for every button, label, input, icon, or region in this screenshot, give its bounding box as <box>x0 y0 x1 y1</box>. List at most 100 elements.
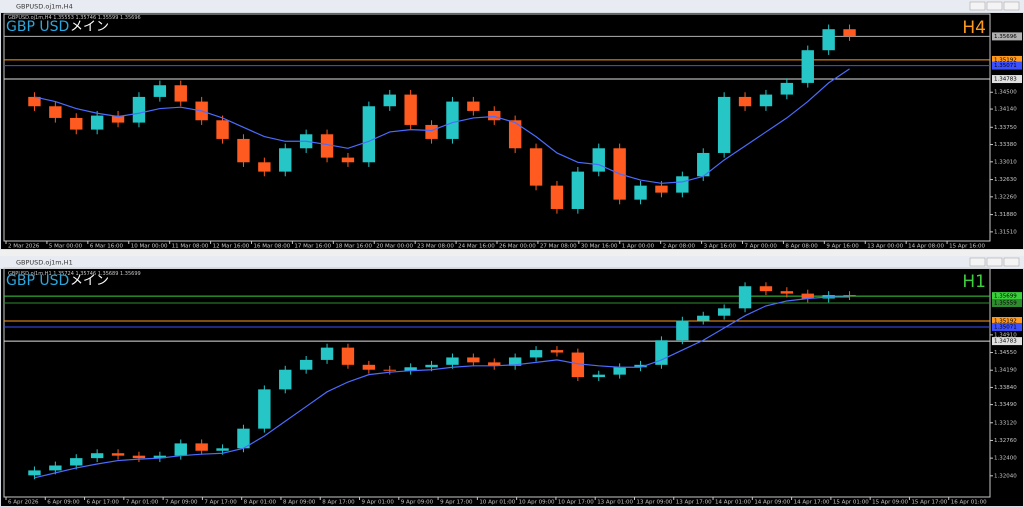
candle-body <box>571 352 585 378</box>
x-tick-label: 13 Apr 09:00 <box>636 500 672 506</box>
title-bar <box>0 256 1024 268</box>
x-tick-label: 26 Mar 00:00 <box>499 244 536 250</box>
x-tick-label: 6 Apr 2026 <box>8 500 39 506</box>
candle-body <box>28 470 41 476</box>
price-level-label: 1.35192 <box>994 57 1017 63</box>
candle-body <box>216 120 229 139</box>
candle-body <box>780 82 794 95</box>
y-tick-label: 1.32400 <box>994 456 1017 462</box>
window-button[interactable] <box>969 257 986 267</box>
window-button[interactable] <box>1003 257 1020 267</box>
candle-body <box>634 185 647 200</box>
y-tick-label: 1.33010 <box>994 159 1017 165</box>
candle-body <box>299 359 313 370</box>
y-tick-label: 1.33490 <box>994 402 1017 408</box>
x-tick-label: 10 Apr 09:00 <box>519 500 555 506</box>
x-tick-label: 16 Apr 01:00 <box>951 500 987 506</box>
candle-body <box>383 94 396 107</box>
x-tick-label: 6 Apr 09:00 <box>47 500 80 506</box>
candle-body <box>508 120 522 149</box>
candle-body <box>153 85 167 97</box>
candle-body <box>425 364 438 368</box>
ohlc-info: GBPUSD.oj1m,H1 1.35724 1.35746 1.35689 1… <box>8 271 141 277</box>
candle-body <box>529 350 543 358</box>
candle-body <box>467 101 480 111</box>
candle-body <box>780 291 794 294</box>
x-tick-label: 20 Mar 00:00 <box>376 244 413 250</box>
window-button[interactable] <box>969 1 986 11</box>
y-tick-label: 1.33750 <box>994 125 1017 131</box>
window-title: GBPUSD.oj1m,H4 <box>16 3 73 11</box>
x-tick-label: 18 Mar 16:00 <box>335 244 372 250</box>
x-tick-label: 14 Apr 01:00 <box>715 500 751 506</box>
candle-body <box>550 185 564 209</box>
candle-body <box>822 29 835 51</box>
candle-body <box>111 115 125 123</box>
candle-body <box>801 293 814 299</box>
price-level-box <box>992 75 1022 84</box>
price-level-label: 1.35071 <box>994 63 1017 69</box>
candle-body <box>362 364 376 370</box>
candle-body <box>655 185 668 193</box>
x-tick-label: 10 Mar 00:00 <box>131 244 168 250</box>
candle-body <box>446 357 459 365</box>
candle-body <box>717 96 731 153</box>
x-tick-label: 9 Apr 01:00 <box>362 500 395 506</box>
candle-body <box>174 443 187 456</box>
candle-body <box>571 171 585 209</box>
candle-body <box>759 94 773 107</box>
symbol-label: GBP USD <box>6 19 69 35</box>
sub-label: メイン <box>70 274 109 289</box>
x-tick-label: 7 Apr 09:00 <box>165 500 198 506</box>
symbol-label: GBP USD <box>6 273 69 289</box>
x-tick-label: 7 Apr 00:00 <box>745 244 778 250</box>
candle-body <box>676 176 689 193</box>
title-bar <box>0 0 1024 12</box>
price-level-box <box>992 337 1022 346</box>
x-tick-label: 13 Apr 00:00 <box>867 244 903 250</box>
x-tick-label: 2 Apr 08:00 <box>663 244 696 250</box>
price-level-label: 1.35699 <box>994 294 1017 300</box>
window-button[interactable] <box>986 1 1003 11</box>
x-tick-label: 7 Apr 01:00 <box>126 500 159 506</box>
x-tick-label: 14 Apr 09:00 <box>754 500 790 506</box>
candle-body <box>759 286 773 292</box>
candle-body <box>90 115 104 130</box>
candle-body <box>341 347 355 365</box>
x-tick-label: 13 Apr 01:00 <box>597 500 633 506</box>
x-tick-label: 8 Apr 08:00 <box>785 244 818 250</box>
x-tick-label: 11 Mar 08:00 <box>172 244 209 250</box>
x-tick-label: 14 Apr 17:00 <box>794 500 830 506</box>
candle-body <box>404 94 417 125</box>
price-level-box <box>992 322 1022 331</box>
window-button[interactable] <box>986 257 1003 267</box>
window-button[interactable] <box>1003 1 1020 11</box>
x-tick-label: 6 Apr 17:00 <box>87 500 120 506</box>
candle-body <box>237 428 250 449</box>
y-tick-label: 1.33120 <box>994 420 1017 426</box>
candle-body <box>843 295 856 297</box>
x-tick-label: 1 Apr 00:00 <box>622 244 655 250</box>
price-level-box <box>992 317 1022 326</box>
x-tick-label: 8 Apr 01:00 <box>244 500 277 506</box>
price-level-box <box>992 32 1022 41</box>
candle-body <box>634 364 647 368</box>
candle-body <box>320 347 334 360</box>
price-level-label: 1.34783 <box>994 77 1017 83</box>
x-tick-label: 15 Apr 17:00 <box>911 500 947 506</box>
x-tick-label: 9 Apr 16:00 <box>826 244 859 250</box>
x-tick-label: 15 Apr 09:00 <box>872 500 908 506</box>
x-tick-label: 10 Apr 17:00 <box>558 500 594 506</box>
candle-body <box>111 453 125 456</box>
candle-body <box>697 152 710 177</box>
timeframe-label: H1 <box>962 272 986 292</box>
candle-body <box>258 162 271 172</box>
candle-body <box>279 148 292 172</box>
x-tick-label: 15 Apr 16:00 <box>949 244 985 250</box>
candle-body <box>404 367 417 371</box>
y-tick-label: 1.34500 <box>994 90 1017 96</box>
sub-label: メイン <box>70 20 109 35</box>
x-tick-label: 9 Apr 17:00 <box>440 500 473 506</box>
price-level-label: 1.35071 <box>994 324 1017 330</box>
